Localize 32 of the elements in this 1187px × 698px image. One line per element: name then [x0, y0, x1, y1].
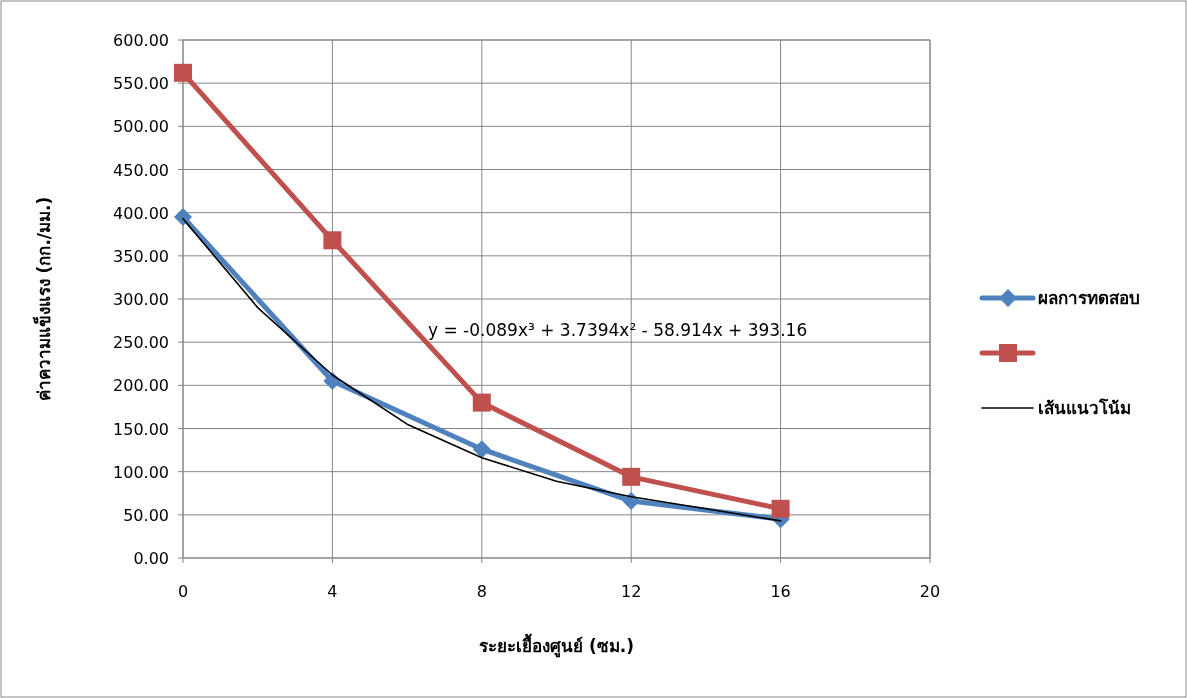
point [771, 499, 790, 518]
point [174, 207, 192, 226]
y-tick-label: 600.00 [113, 31, 169, 50]
y-tick-label: 100.00 [113, 462, 169, 482]
x-tick-label: 0 [177, 582, 189, 601]
legend-label: เส้นแนวโน้ม [1038, 398, 1131, 418]
y-tick-label: 200.00 [113, 376, 169, 396]
y-axis-title: ค่าความแข็งแรง (กก./มม.) [32, 196, 54, 402]
x-tick-label: 16 [770, 582, 791, 601]
point [622, 467, 641, 486]
y-tick-label: 350.00 [113, 246, 169, 266]
y-tick-label: 0.00 [133, 549, 169, 568]
y-tick-label: 50.00 [123, 505, 169, 525]
x-axis-title: ระยะเยื้องศูนย์ (ซม.) [479, 633, 634, 658]
point [472, 440, 491, 459]
y-tick-label: 450.00 [113, 160, 169, 180]
y-tick-label: 500.00 [113, 117, 169, 137]
point [622, 492, 641, 511]
y-tick-label: 150.00 [113, 419, 169, 439]
point [174, 63, 192, 82]
x-tick-label: 4 [327, 582, 338, 601]
y-tick-label: 300.00 [113, 290, 169, 309]
y-tick-label: 400.00 [113, 203, 169, 223]
x-tick-label: 8 [476, 582, 487, 601]
y-tick-label: 550.00 [113, 74, 169, 94]
point [472, 393, 491, 412]
point [323, 231, 342, 250]
legend-label: ผลการทดสอบ [1038, 288, 1140, 308]
x-tick-label: 12 [621, 582, 642, 601]
annotation: y = -0.089x³ + 3.7394x² - 58.914x + 393.16 [428, 320, 808, 340]
y-tick-label: 250.00 [113, 333, 169, 353]
x-tick-label: 20 [919, 582, 941, 601]
